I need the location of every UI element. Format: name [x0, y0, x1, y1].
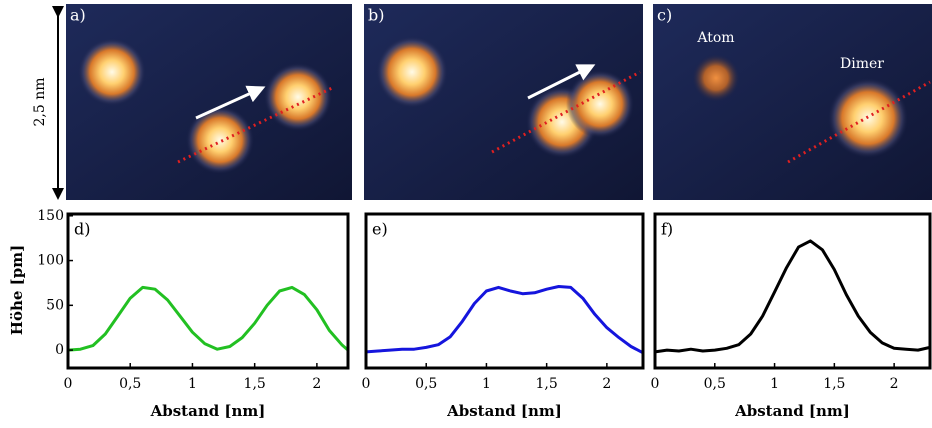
x-tick-label: 1	[482, 376, 491, 392]
atom	[186, 106, 254, 174]
x-tick-label: 0	[651, 376, 660, 392]
atom	[264, 63, 332, 131]
atom	[78, 38, 146, 106]
panel-label: f)	[661, 220, 673, 239]
stm-images: a) b) c) Atom Dimer 2,5 nm	[32, 4, 932, 200]
plot-frame	[364, 212, 645, 370]
profile-line	[177, 86, 333, 164]
panel-label: b)	[368, 6, 384, 25]
x-tick-label: 0,5	[119, 376, 141, 392]
x-tick-label: 0	[362, 376, 371, 392]
x-tick-label: 2	[602, 376, 611, 392]
x-tick-label: 1,5	[823, 376, 845, 392]
x-tick-label: 0	[64, 376, 73, 392]
arrow	[527, 64, 596, 100]
profile-curve	[365, 285, 644, 355]
annotation: Dimer	[840, 56, 884, 72]
atom	[376, 36, 448, 108]
x-tick-label: 0,5	[704, 376, 726, 392]
x-tick-label: 1,5	[536, 376, 558, 392]
atom	[692, 54, 740, 102]
x-tick-label: 2	[890, 376, 899, 392]
y-tick-label: 0	[55, 342, 64, 358]
x-tick-label: 1	[188, 376, 197, 392]
annotation: Atom	[696, 30, 734, 46]
plot-frame	[653, 212, 932, 370]
x-axis-label: Abstand [nm]	[150, 402, 266, 420]
x-axis-label: Abstand [nm]	[446, 402, 562, 420]
x-axis-label: Abstand [nm]	[734, 402, 850, 420]
panel-label: a)	[70, 6, 86, 25]
y-tick-label: 100	[37, 253, 64, 269]
panel-label: d)	[74, 220, 90, 239]
y-tick-label: 50	[46, 297, 64, 313]
atom	[566, 70, 634, 138]
x-tick-label: 1	[770, 376, 779, 392]
arrow	[195, 85, 266, 120]
profile-curve	[67, 285, 349, 352]
panel-label: e)	[372, 220, 388, 239]
scale-label: 2,5 nm	[32, 77, 48, 126]
x-tick-label: 2	[312, 376, 321, 392]
y-axis-label: Höhe [pm]	[8, 245, 26, 335]
y-tick-label: 150	[37, 208, 64, 224]
profile-curve	[654, 239, 931, 354]
profile-line	[491, 70, 641, 154]
x-tick-label: 1,5	[244, 376, 266, 392]
x-tick-label: 0,5	[415, 376, 437, 392]
plot-frame	[66, 212, 350, 370]
panel-label: c)	[657, 6, 672, 25]
